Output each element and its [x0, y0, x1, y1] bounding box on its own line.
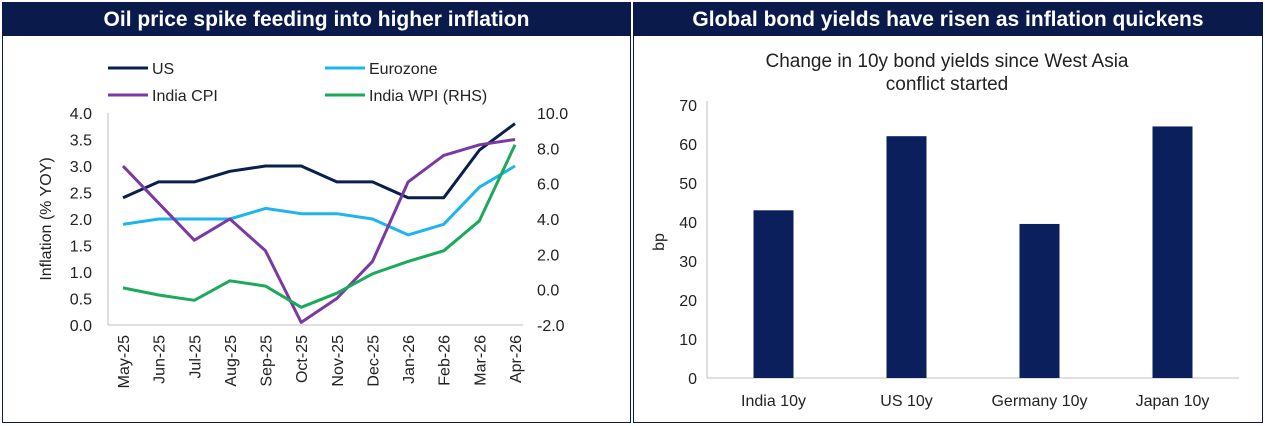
x-tick-label: Japan 10y	[1136, 393, 1210, 410]
y-tick-label: 70	[679, 98, 697, 115]
x-tick-label: Apr-26	[508, 335, 525, 383]
x-tick-label: Nov-25	[330, 335, 347, 387]
legend-label: Eurozone	[369, 61, 438, 78]
x-tick-label: US 10y	[880, 393, 932, 410]
x-tick-label: Feb-26	[437, 335, 454, 386]
x-tick-label: Dec-25	[365, 335, 382, 387]
y-tick-label-right: 2.0	[537, 247, 559, 264]
right-panel: Global bond yields have risen as inflati…	[633, 2, 1263, 423]
y-tick-label: 20	[679, 293, 697, 310]
y-tick-label-right: 6.0	[537, 177, 559, 194]
y-tick-label-right: 0.0	[537, 283, 559, 300]
x-tick-label: May-25	[116, 335, 133, 388]
inflation-line-chart: 0.0 0.5 1.0 1.5 2.0 2.5 3.0 3.5 4.0 -2.0 0.0 2.0 4.0…	[38, 61, 568, 388]
y-axis-label: bp	[651, 233, 668, 251]
y-tick-label: 10	[679, 332, 697, 349]
y-tick-label: 50	[679, 176, 697, 193]
x-tick-label: Jan-26	[401, 335, 418, 384]
series-line-india-cpi	[121, 138, 516, 324]
bar-germany-10y	[1019, 223, 1060, 378]
chart-title-line: Change in 10y bond yields since West Asi…	[766, 51, 1129, 72]
y-tick-label: 60	[679, 137, 697, 154]
left-panel-header: Oil price spike feeding into higher infl…	[3, 3, 630, 36]
y-tick-label-right: 10.0	[537, 106, 568, 123]
y-tick-label: 30	[679, 254, 697, 271]
y-tick-label-left: 0.0	[70, 318, 92, 335]
y-tick-label-right: 8.0	[537, 141, 559, 158]
y-tick-label: 0	[688, 371, 697, 388]
series-line-eurozone	[122, 164, 516, 237]
x-tick-label: India 10y	[741, 393, 806, 410]
left-panel: Oil price spike feeding into higher infl…	[2, 2, 631, 423]
bar-india-10y	[753, 210, 794, 378]
series-line-us	[122, 122, 516, 200]
x-tick-label: Mar-26	[472, 335, 489, 386]
y-tick-label-left: 0.5	[70, 292, 92, 309]
y-tick-label-left: 4.0	[70, 106, 92, 123]
y-tick-label-left: 3.0	[70, 159, 92, 176]
legend-label: India CPI	[152, 88, 218, 105]
legend-label: India WPI (RHS)	[369, 88, 487, 105]
chart-title-line: conflict started	[886, 74, 1009, 95]
y-tick-label-left: 3.5	[70, 133, 92, 150]
bar-us-10y	[886, 136, 927, 378]
right-panel-header: Global bond yields have risen as inflati…	[634, 3, 1262, 36]
x-tick-label: Oct-25	[294, 335, 311, 383]
bar-japan-10y	[1152, 126, 1193, 378]
y-tick-label-left: 2.5	[70, 186, 92, 203]
y-tick-label-left: 1.0	[70, 265, 92, 282]
x-tick-label: Aug-25	[223, 335, 240, 387]
x-tick-label: Jun-25	[152, 335, 169, 384]
y-tick-label-right: -2.0	[537, 318, 565, 335]
y-axis-label: Inflation (% YOY)	[38, 157, 55, 280]
x-tick-label: Sep-25	[259, 335, 276, 387]
series-line-india-wpi-rhs-	[122, 144, 517, 309]
x-tick-label: Germany 10y	[991, 393, 1087, 410]
y-tick-label-left: 2.0	[70, 212, 92, 229]
y-tick-label-right: 4.0	[537, 212, 559, 229]
x-tick-label: Jul-25	[187, 335, 204, 379]
bond-yield-bar-chart: Change in 10y bond yields since West Asi…	[651, 51, 1239, 410]
y-tick-label: 40	[679, 215, 697, 232]
y-tick-label-left: 1.5	[70, 239, 92, 256]
legend-label: US	[152, 61, 174, 78]
